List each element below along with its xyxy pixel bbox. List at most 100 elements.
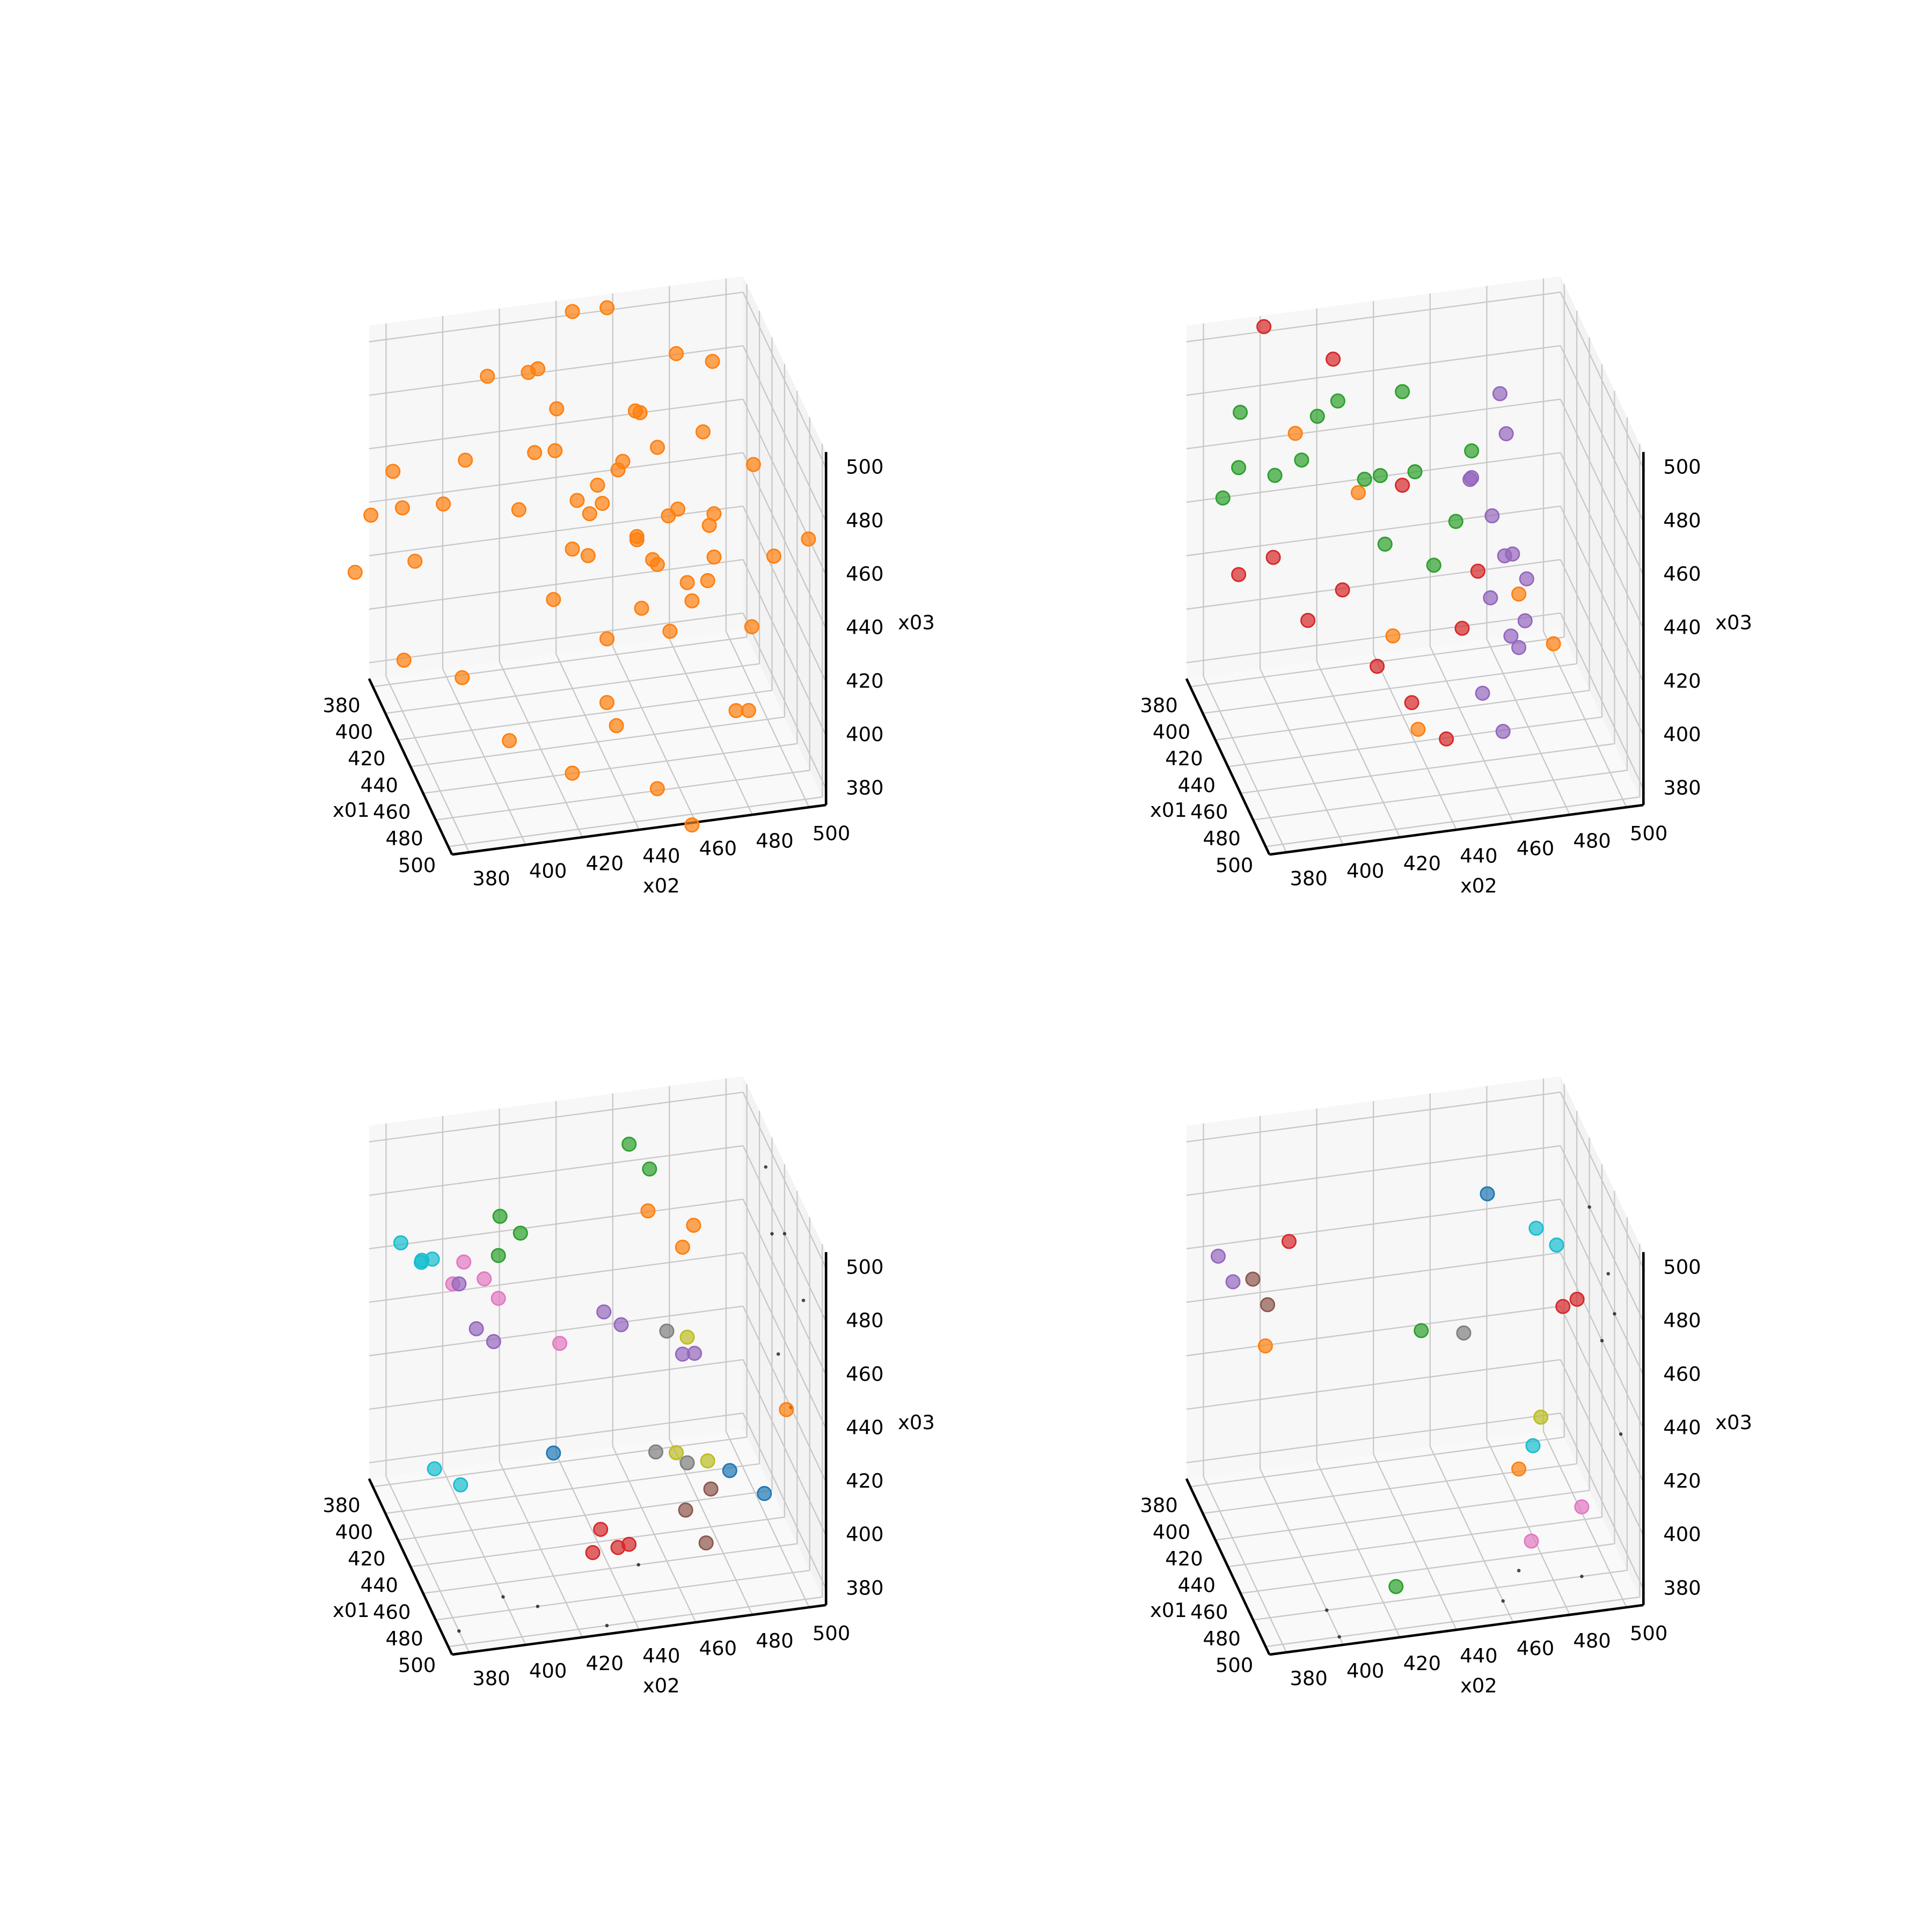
- point: [593, 1521, 609, 1537]
- point: [629, 532, 645, 547]
- point: [552, 1336, 568, 1351]
- point: [1503, 628, 1519, 644]
- point: [741, 702, 756, 718]
- z-axis-label: x03: [898, 1411, 935, 1434]
- point: [1281, 1234, 1297, 1249]
- point: [1373, 468, 1388, 484]
- point: [1448, 514, 1463, 529]
- x-tick-label: 500: [1216, 854, 1253, 877]
- y-tick-label: 380: [472, 1667, 510, 1690]
- grid-line: [742, 452, 827, 629]
- point: [1370, 658, 1385, 674]
- point: [770, 1232, 774, 1236]
- point: [1495, 723, 1511, 739]
- point: [1439, 731, 1454, 747]
- x-tick-label: 420: [348, 747, 385, 770]
- point: [687, 1345, 702, 1361]
- y-axis-label: x02: [643, 874, 680, 897]
- point: [801, 1298, 806, 1302]
- point: [1470, 564, 1485, 579]
- z-tick-label: 480: [846, 1309, 883, 1332]
- y-tick-label: 500: [813, 1622, 850, 1645]
- grid-line: [499, 661, 583, 838]
- x-tick-label: 400: [335, 721, 373, 744]
- y-tick-label: 440: [642, 844, 680, 867]
- z-tick-label: 420: [846, 669, 883, 692]
- y-axis-label: x02: [1460, 1674, 1497, 1697]
- points: [1210, 1186, 1623, 1639]
- z-tick-label: 440: [1663, 1416, 1701, 1439]
- point: [530, 361, 546, 377]
- x-tick-label: 420: [1165, 747, 1203, 770]
- x-tick-label: 400: [1153, 721, 1190, 744]
- point: [1225, 1274, 1241, 1290]
- point: [613, 1317, 629, 1333]
- points: [1215, 319, 1561, 747]
- x-tick-label: 420: [1165, 1547, 1203, 1570]
- grid-line: [369, 1359, 743, 1410]
- point: [569, 493, 585, 508]
- grid-line: [1560, 1359, 1644, 1536]
- x-tick-label: 460: [1190, 801, 1228, 824]
- point: [1377, 536, 1393, 552]
- point: [1549, 1237, 1564, 1253]
- grid-line: [555, 1453, 640, 1630]
- grid-line: [442, 668, 526, 845]
- x-tick-label: 480: [385, 827, 423, 850]
- point: [1265, 550, 1281, 565]
- point: [1464, 443, 1480, 459]
- z-tick-label: 460: [1663, 1363, 1701, 1386]
- grid-line: [1186, 1359, 1561, 1410]
- point: [695, 424, 711, 440]
- grid-line: [742, 612, 827, 789]
- x-tick-label: 400: [335, 1520, 373, 1543]
- grid-line: [1186, 398, 1561, 450]
- grid-line: [1560, 345, 1644, 522]
- grid-line: [742, 1199, 827, 1375]
- grid-line: [742, 1359, 827, 1536]
- point: [427, 1461, 442, 1476]
- subplot: 380 400 420 440 460 480 500 380 400 420 440 460 480 5…: [323, 276, 935, 897]
- point: [565, 541, 580, 557]
- grid-line: [1486, 1438, 1571, 1615]
- point: [627, 403, 643, 419]
- point: [1300, 613, 1316, 628]
- point: [703, 1481, 719, 1497]
- grid-line: [1316, 661, 1401, 838]
- point: [455, 670, 470, 685]
- grid-line: [369, 1198, 743, 1250]
- point: [670, 501, 686, 517]
- y-tick-label: 420: [1403, 852, 1441, 875]
- point: [396, 653, 412, 668]
- grid-line: [742, 1252, 827, 1429]
- point: [385, 464, 401, 479]
- y-tick-label: 460: [699, 1637, 737, 1660]
- grid-line: [1560, 1092, 1644, 1269]
- point: [1517, 613, 1533, 628]
- point: [1546, 636, 1561, 652]
- point: [394, 500, 410, 516]
- z-tick-label: 400: [846, 723, 883, 746]
- x-axis: [1185, 678, 1271, 855]
- grid-line: [499, 1461, 583, 1638]
- point: [1324, 1608, 1329, 1612]
- x-tick-label: 380: [323, 1494, 360, 1517]
- x-tick-label: 440: [360, 774, 398, 797]
- y-axis-label: x02: [1460, 874, 1497, 897]
- z-tick-label: 380: [846, 777, 883, 800]
- point: [1257, 1338, 1273, 1353]
- point: [1210, 1248, 1226, 1264]
- point: [1569, 1291, 1585, 1307]
- point: [1519, 571, 1534, 587]
- grid-line: [1186, 345, 1561, 396]
- y-tick-label: 480: [1573, 829, 1611, 852]
- point: [1231, 460, 1247, 475]
- grid-line: [369, 1252, 743, 1303]
- point: [456, 1254, 472, 1270]
- grid-line: [725, 631, 810, 808]
- point: [648, 1444, 663, 1460]
- grid-line: [1186, 291, 1561, 342]
- point: [634, 601, 649, 616]
- point: [1326, 352, 1341, 367]
- y-tick-label: 500: [1630, 822, 1667, 845]
